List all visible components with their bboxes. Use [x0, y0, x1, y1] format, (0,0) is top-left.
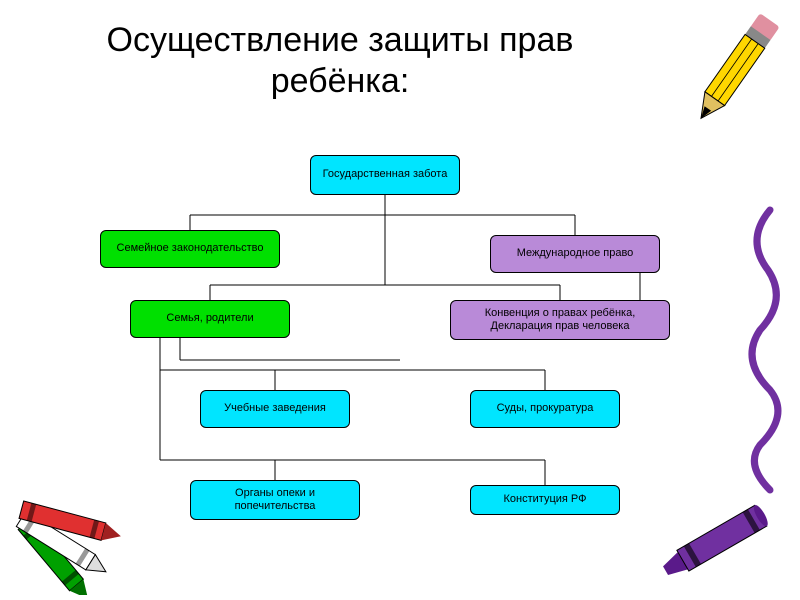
crayon-purple-icon	[650, 500, 790, 595]
node-label: Семейное законодательство	[117, 242, 264, 255]
node-label: Семья, родители	[166, 312, 253, 325]
node-convention: Конвенция о правах ребёнка, Декларация п…	[450, 300, 670, 340]
node-label: Учебные заведения	[224, 402, 326, 415]
node-label: Органы опеки и попечительства	[197, 487, 353, 513]
pencil-icon	[680, 10, 790, 145]
page-title: Осуществление защиты прав ребёнка:	[80, 20, 600, 102]
node-label: Государственная забота	[323, 168, 448, 181]
node-label: Конституция РФ	[504, 493, 587, 506]
node-gov-care: Государственная забота	[310, 155, 460, 195]
node-label: Международное право	[517, 247, 634, 260]
node-constitution: Конституция РФ	[470, 485, 620, 515]
node-courts: Суды, прокуратура	[470, 390, 620, 428]
node-guardianship: Органы опеки и попечительства	[190, 480, 360, 520]
node-schools: Учебные заведения	[200, 390, 350, 428]
node-family-parents: Семья, родители	[130, 300, 290, 338]
crayons-icon	[0, 445, 150, 600]
node-family-law: Семейное законодательство	[100, 230, 280, 268]
squiggle-icon	[730, 200, 800, 505]
node-label: Конвенция о правах ребёнка, Декларация п…	[457, 307, 663, 333]
node-label: Суды, прокуратура	[497, 402, 594, 415]
node-intl-law: Международное право	[490, 235, 660, 273]
